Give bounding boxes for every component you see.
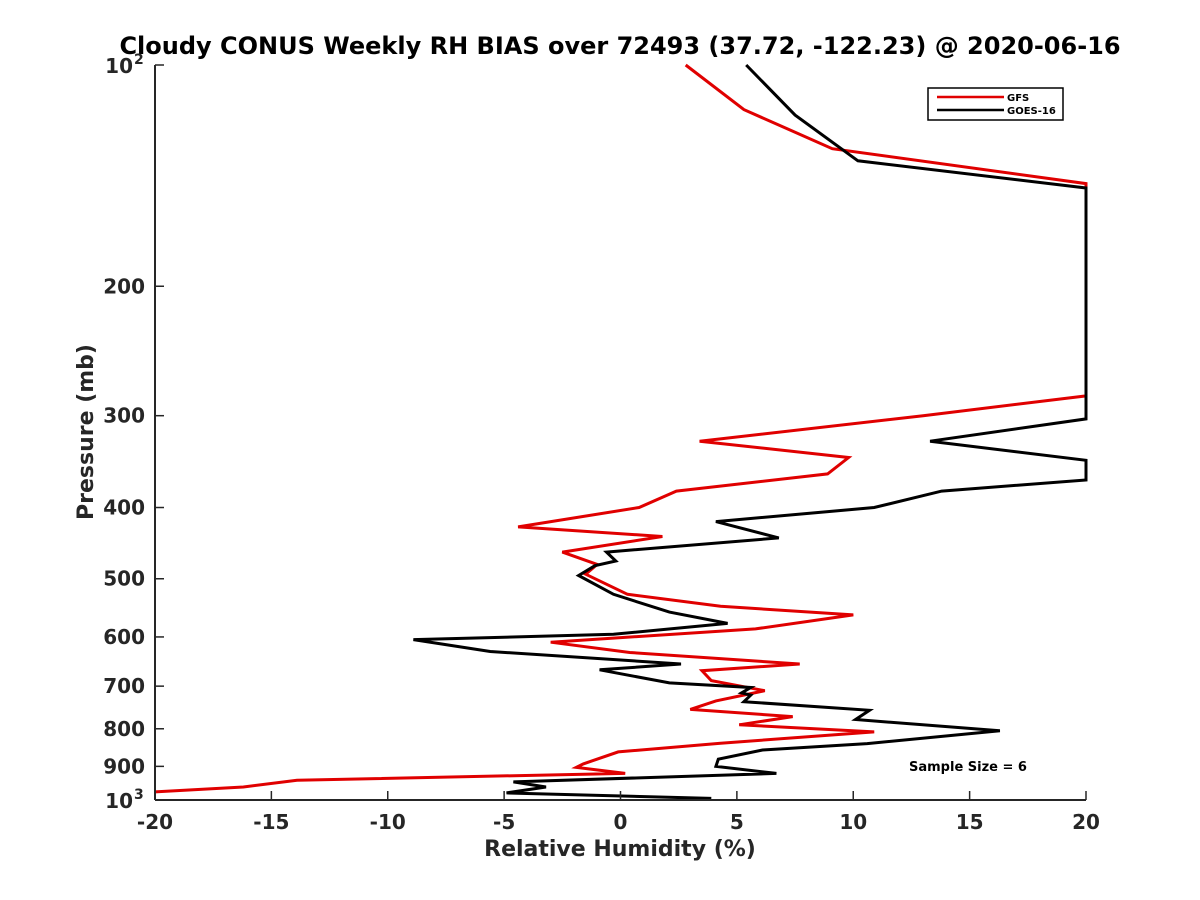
- y-tick-label: 600: [103, 625, 145, 649]
- y-tick-label: 400: [103, 496, 145, 520]
- x-tick-label: -15: [253, 810, 289, 834]
- x-tick-label: 0: [614, 810, 628, 834]
- y-tick-label: 10: [105, 54, 133, 78]
- y-tick-label: 800: [103, 717, 145, 741]
- x-tick-label: -5: [493, 810, 515, 834]
- series-line-goes-16: [413, 63, 1088, 800]
- x-tick-label: 10: [839, 810, 867, 834]
- legend-entry: GFS: [1007, 93, 1029, 104]
- x-tick-label: -20: [137, 810, 173, 834]
- y-axis-label: Pressure (mb): [74, 344, 99, 520]
- series-line-gfs: [154, 63, 1088, 794]
- chart-title: Cloudy CONUS Weekly RH BIAS over 72493 (…: [119, 32, 1120, 60]
- y-tick-label: 700: [103, 674, 145, 698]
- sample-size-annotation: Sample Size = 6: [909, 760, 1027, 775]
- y-tick-label: 10: [105, 789, 133, 813]
- x-tick-label: -10: [370, 810, 406, 834]
- y-tick-exponent: 3: [134, 787, 144, 803]
- x-axis-label: Relative Humidity (%): [484, 837, 756, 862]
- x-axis-ticks: -20 -15 -10 -5 0 5 10 15 20: [137, 791, 1100, 834]
- x-tick-label: 5: [730, 810, 744, 834]
- legend-box: [927, 87, 1064, 121]
- y-tick-label: 300: [103, 404, 145, 428]
- y-tick-label: 900: [103, 754, 145, 778]
- y-tick-label: 500: [103, 567, 145, 591]
- legend-entry: GOES-16: [1007, 106, 1056, 117]
- x-tick-label: 15: [956, 810, 984, 834]
- legend: GFS GOES-16: [927, 87, 1064, 121]
- plot-area: [155, 65, 1086, 800]
- x-tick-label: 20: [1072, 810, 1100, 834]
- y-tick-label: 200: [103, 274, 145, 298]
- y-tick-exponent: 2: [134, 52, 144, 68]
- series-layer: [154, 63, 1088, 800]
